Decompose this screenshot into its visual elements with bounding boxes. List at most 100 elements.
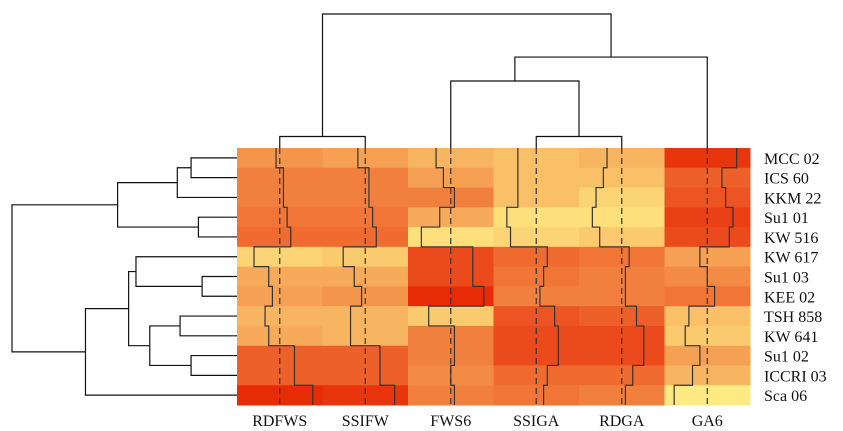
- heatmap-cell: [237, 227, 323, 248]
- dendrogram-branch: [84, 308, 237, 396]
- heatmap-cell: [493, 207, 580, 228]
- heatmap-cell: [408, 325, 494, 347]
- heatmap-cell: [322, 385, 409, 406]
- heatmap-cell: [408, 187, 494, 208]
- column-dendrogram: [279, 13, 708, 148]
- heatmap-cell: [579, 286, 665, 307]
- column-labels: RDFWS SSIFW FWS6 SSIGA RDGA GA6: [252, 413, 723, 430]
- row-label: ICS 60: [764, 171, 809, 188]
- heatmap-cells: [237, 148, 751, 406]
- heatmap-cell: [322, 365, 409, 386]
- dendrogram-branch: [11, 204, 118, 353]
- row-label: Su1 02: [764, 349, 809, 366]
- heatmap-cell: [322, 345, 409, 366]
- heatmap-cell: [322, 325, 409, 347]
- heatmap-cell: [493, 365, 580, 386]
- dendrogram-branch: [201, 275, 237, 297]
- dendrogram-branch: [128, 270, 150, 347]
- dendrogram-branch: [321, 13, 612, 137]
- dendrogram-branch: [190, 354, 237, 376]
- column-trace-line: [506, 148, 559, 405]
- dendrogram-branch: [149, 325, 192, 367]
- heatmap-cell: [579, 306, 665, 327]
- heatmap-cell: [237, 167, 323, 189]
- row-label: KW 641: [764, 329, 818, 346]
- column-center-lines: [279, 148, 708, 405]
- heatmap-cell: [237, 325, 323, 347]
- column-trace-line: [673, 148, 738, 405]
- row-label: KW 516: [764, 230, 818, 247]
- heatmap-cell: [322, 167, 409, 189]
- heatmap-cell: [493, 306, 580, 327]
- dendrogram-branch: [197, 216, 237, 238]
- heatmap-cell: [237, 385, 323, 406]
- row-label: MCC 02: [764, 151, 820, 168]
- heatmap-cell: [322, 187, 409, 208]
- heatmap-cell: [322, 246, 409, 268]
- heatmap-cell: [408, 306, 494, 327]
- heatmap-cell: [579, 246, 665, 268]
- heatmap-cell: [664, 246, 751, 268]
- dendrogram-branch: [190, 157, 237, 179]
- heatmap-cell: [408, 385, 494, 406]
- heatmap-cell: [322, 286, 409, 307]
- column-label: RDGA: [599, 413, 645, 430]
- row-labels: MCC 02 ICS 60 KKM 22 Su1 01 KW 516 KW 617 Su1 …: [764, 151, 827, 405]
- row-dendrogram: [11, 157, 237, 396]
- heatmap-cell: [664, 286, 751, 307]
- heatmap-cell: [237, 306, 323, 327]
- heatmap-cell: [408, 227, 494, 248]
- heatmap-cell: [579, 385, 665, 406]
- heatmap-cell: [237, 286, 323, 307]
- heatmap-cell: [237, 246, 323, 268]
- heatmap-cell: [322, 306, 409, 327]
- heatmap-cell: [408, 286, 494, 307]
- heatmap-cell: [322, 266, 409, 287]
- row-label: KEE 02: [764, 289, 815, 306]
- heatmap-cell: [408, 167, 494, 189]
- heatmap-cell: [493, 266, 580, 287]
- heatmap-cell: [579, 167, 665, 189]
- dendrogram-branch: [535, 135, 623, 148]
- column-label: GA6: [692, 413, 723, 430]
- column-trace-lines: [253, 148, 738, 405]
- heatmap-cell: [322, 227, 409, 248]
- column-trace-line: [420, 148, 485, 405]
- row-label: KKM 22: [764, 190, 821, 207]
- dendrogram-branch: [279, 135, 366, 148]
- heatmap-cell: [237, 345, 323, 366]
- heatmap-cell: [664, 385, 751, 406]
- heatmap-cell: [322, 207, 409, 228]
- heatmap-cell: [664, 167, 751, 189]
- column-label: FWS6: [430, 413, 471, 430]
- column-trace-line: [591, 148, 645, 405]
- column-label: RDFWS: [252, 413, 307, 430]
- row-label: ICCRI 03: [764, 368, 827, 385]
- heatmap-cell: [579, 207, 665, 228]
- row-label: Sca 06: [764, 388, 807, 405]
- column-label: SSIGA: [513, 413, 560, 430]
- heatmap-cell: [664, 365, 751, 386]
- heatmap-cell: [408, 207, 494, 228]
- heatmap-cell: [237, 187, 323, 208]
- row-label: Su1 01: [764, 210, 809, 227]
- heatmap-cell: [237, 365, 323, 386]
- heatmap-cell: [493, 286, 580, 307]
- column-trace-line: [342, 148, 396, 405]
- heatmap-cell: [579, 266, 665, 287]
- heatmap-cell: [664, 207, 751, 228]
- dendrogram-branch: [514, 56, 708, 148]
- dendrogram-branch: [450, 80, 580, 148]
- heatmap-cell: [664, 306, 751, 327]
- heatmap-cell: [408, 345, 494, 366]
- row-label: KW 617: [764, 250, 818, 267]
- dendrogram-branch: [179, 315, 237, 337]
- column-label: SSIFW: [342, 413, 390, 430]
- heatmap-cell: [493, 246, 580, 268]
- heatmap-cell: [493, 385, 580, 406]
- heatmap-cell: [664, 325, 751, 347]
- heatmap-cell: [664, 345, 751, 366]
- column-trace-line: [253, 148, 314, 405]
- heatmap-cell: [237, 207, 323, 228]
